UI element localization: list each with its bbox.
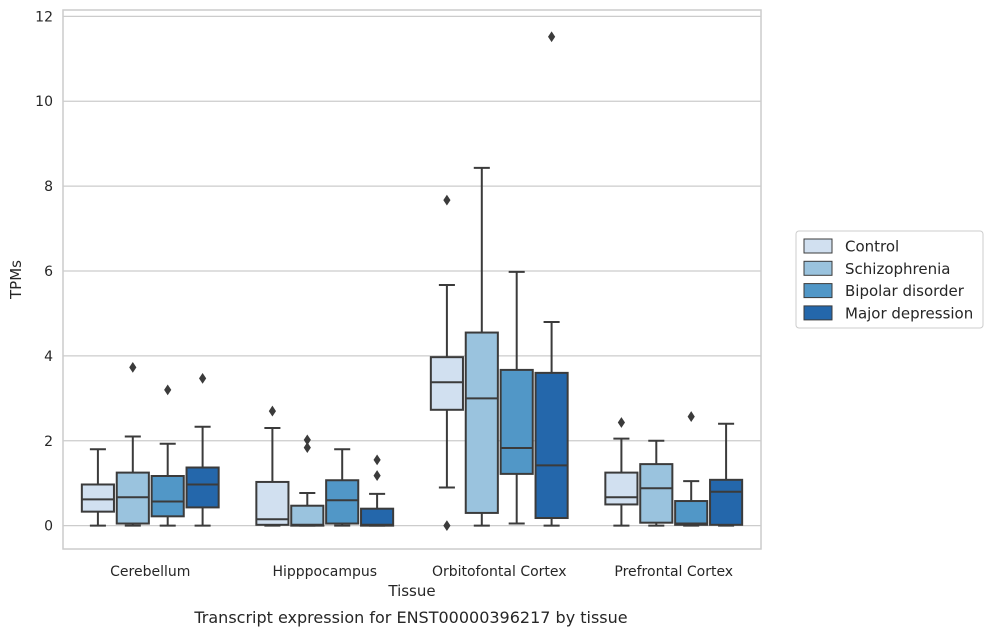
- box-group: [429, 194, 464, 532]
- legend-label: Bipolar disorder: [845, 282, 965, 300]
- box-iqr: [290, 504, 325, 527]
- grid-layer: [63, 15, 761, 527]
- x-tick-label: Cerebellum: [110, 564, 190, 580]
- box-group: [325, 448, 360, 527]
- box-group: [499, 270, 534, 525]
- box-iqr: [709, 478, 744, 526]
- legend-label: Control: [845, 238, 899, 256]
- y-tick-label: 0: [44, 519, 53, 535]
- outlier-point: [373, 454, 381, 466]
- legend-swatch: [803, 260, 833, 276]
- outlier-point: [687, 411, 695, 422]
- box-group: [639, 439, 674, 527]
- box-iqr: [639, 463, 674, 524]
- y-tick-label: 10: [35, 94, 53, 110]
- box-group: [80, 448, 115, 527]
- box-group: [709, 422, 744, 527]
- y-tick-label: 6: [44, 264, 53, 280]
- y-tick-label: 12: [35, 9, 53, 25]
- box-group: [464, 166, 499, 527]
- legend-swatch: [803, 305, 833, 321]
- box-iqr: [429, 356, 464, 411]
- box-group: [150, 384, 185, 527]
- outlier-point: [303, 442, 311, 453]
- legend: Control Schizophrenia Bipolar disorder Majo…: [795, 230, 984, 329]
- outlier-point: [373, 470, 381, 481]
- box-iqr: [150, 475, 185, 518]
- outlier-point: [548, 31, 556, 43]
- y-axis-label: TPMs: [7, 260, 25, 300]
- x-tick-labels: Cerebellum Hipppocampus Orbitofontal Corte…: [110, 564, 733, 580]
- outlier-point: [617, 417, 625, 428]
- box-group: [360, 454, 395, 527]
- outlier-point: [443, 194, 451, 206]
- box-iqr: [604, 471, 639, 506]
- box-iqr: [325, 479, 360, 525]
- box-group: [674, 411, 709, 527]
- box-iqr: [80, 483, 115, 513]
- box-group: [290, 434, 325, 527]
- box-iqr: [534, 371, 569, 520]
- outlier-point: [303, 434, 311, 446]
- legend-items: Control Schizophrenia Bipolar disorder Majo…: [803, 238, 973, 322]
- y-tick-label: 2: [44, 434, 53, 450]
- outlier-point: [164, 384, 172, 396]
- box-iqr: [360, 507, 395, 527]
- box-iqr: [674, 500, 709, 526]
- y-tick-label: 4: [44, 349, 53, 365]
- x-tick-label: Hipppocampus: [272, 564, 377, 580]
- boxes-layer: [80, 31, 744, 532]
- box-group: [534, 31, 569, 527]
- outlier-point: [129, 361, 137, 373]
- x-tick-label: Orbitofontal Cortex: [432, 564, 567, 580]
- box-iqr: [255, 480, 290, 526]
- box-group: [604, 417, 639, 527]
- box-iqr: [185, 466, 220, 509]
- legend-swatch: [803, 238, 833, 254]
- box-iqr: [499, 368, 534, 475]
- box-group: [255, 405, 290, 527]
- chart-caption: Transcript expression for ENST0000039621…: [193, 608, 627, 627]
- legend-label: Major depression: [845, 304, 973, 322]
- box-group: [185, 372, 220, 527]
- x-axis-label: Tissue: [387, 582, 435, 600]
- plot-frame: [62, 9, 762, 550]
- y-tick-labels: 0 2 4 6 8 10 12: [35, 9, 53, 534]
- y-tick-label: 8: [44, 179, 53, 195]
- box-group: [115, 361, 150, 527]
- legend-label: Schizophrenia: [845, 260, 950, 278]
- outlier-point: [199, 372, 207, 384]
- x-tick-label: Prefrontal Cortex: [614, 564, 733, 580]
- outlier-point: [268, 405, 276, 417]
- legend-swatch: [803, 283, 833, 299]
- box-iqr: [464, 331, 499, 514]
- legend-frame: [795, 230, 984, 329]
- outlier-point: [443, 520, 451, 532]
